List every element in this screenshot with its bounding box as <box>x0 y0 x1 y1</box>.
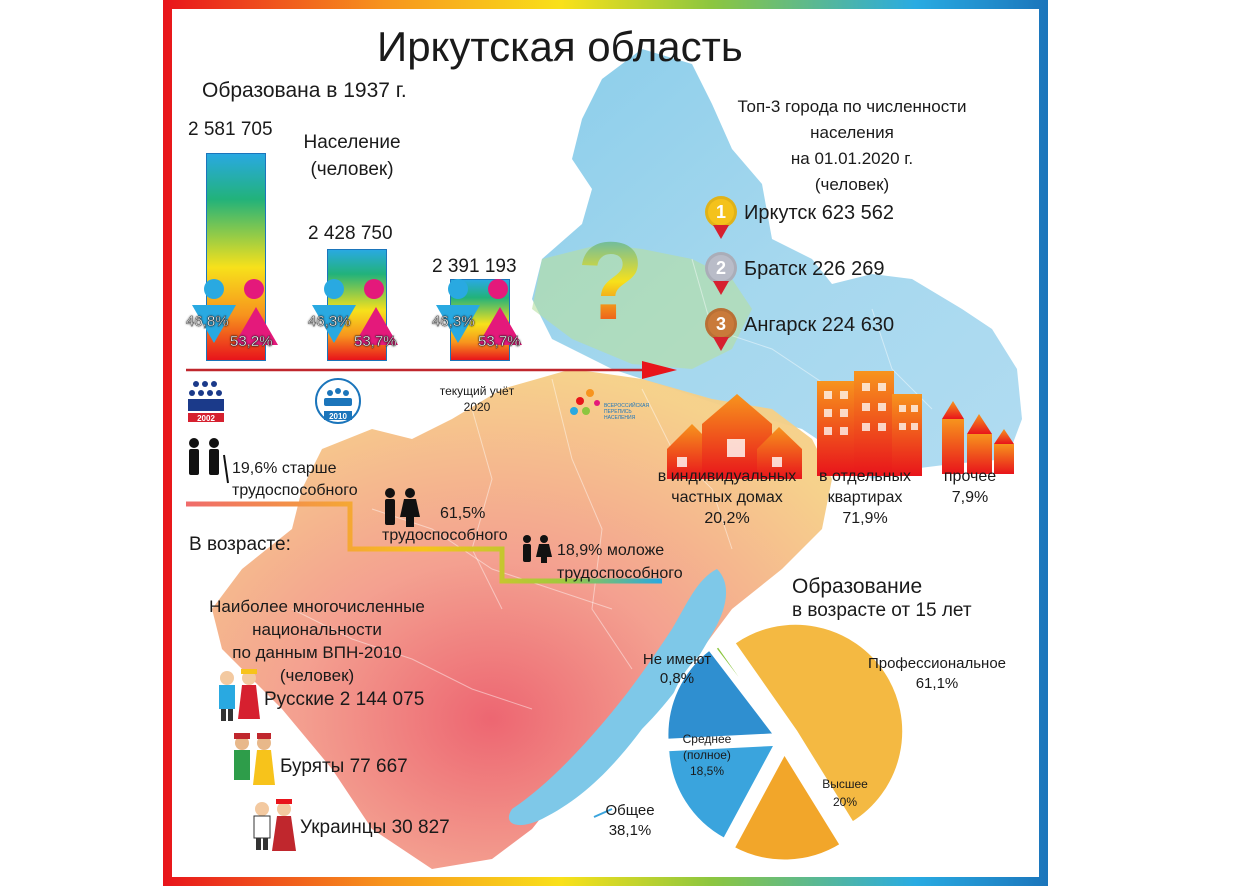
city-irkutsk: Иркутск 623 562 <box>744 202 895 224</box>
medal-ribbon-icon <box>713 337 729 351</box>
pie-slice-higher <box>731 749 844 863</box>
male-triangle-icon <box>312 305 356 343</box>
education-pie-chart <box>665 621 906 863</box>
adults-icon <box>385 488 420 527</box>
top-cities-title: Топ-3 города по численности населения на… <box>737 97 967 194</box>
population-unit: (человек) <box>310 159 394 180</box>
medal-ribbon-icon <box>713 225 729 239</box>
age-older-label: трудоспособного <box>232 482 358 499</box>
map-graphic: ? <box>186 49 1022 869</box>
medal-ribbon-icon <box>713 281 729 295</box>
edu-label-secondary: Среднее (полное) 18,5% <box>682 732 732 778</box>
elderly-people-icon <box>189 438 229 484</box>
age-younger-label: трудоспособного <box>557 565 683 582</box>
female-icon <box>244 279 264 299</box>
house-icon <box>667 394 802 479</box>
pie-slice-general <box>666 742 779 842</box>
male-share-2020: 46,3% <box>432 313 475 330</box>
pie-slice-professional <box>731 621 906 826</box>
female-triangle-icon <box>478 307 522 345</box>
founded-text: Образована в 1937 г. <box>202 79 407 102</box>
female-share-2020: 53,7% <box>478 333 521 350</box>
nationality-ukrainians: Украинцы 30 827 <box>300 817 450 838</box>
age-working-label: трудоспособного <box>382 527 508 544</box>
nationality-buryats: Буряты 77 667 <box>280 756 408 777</box>
nationalities-title: Наиболее многочисленные национальности п… <box>209 597 425 685</box>
female-icon <box>364 279 384 299</box>
infographic: ? <box>172 9 1039 877</box>
city-angarsk: Ангарск 224 630 <box>744 314 895 336</box>
education-title: Образование <box>792 575 923 598</box>
nationality-russians: Русские 2 144 075 <box>264 689 425 710</box>
pie-slice-secondary <box>665 646 778 742</box>
age-heading: В возрасте: <box>189 534 291 555</box>
svg-text:2002: 2002 <box>197 414 215 423</box>
silver-medal-icon: 2 <box>705 252 737 284</box>
edu-label-general: Общее 38,1% <box>605 802 655 839</box>
age-working-share: 61,5% <box>440 505 486 522</box>
population-label: Население <box>303 132 401 153</box>
housing-apartments: в отдельных квартирах 71,9% <box>819 468 911 527</box>
census-2020-label: текущий учёт <box>439 384 515 398</box>
male-icon <box>204 279 224 299</box>
ukrainians-people-icon <box>253 799 296 851</box>
city-bratsk: Братск 226 269 <box>744 258 885 280</box>
male-share-2010: 46,3% <box>308 313 351 330</box>
age-older-share: 19,6% старше <box>232 460 337 477</box>
census-2020-logo-icon <box>570 389 600 415</box>
female-share-2002: 53,2% <box>230 333 273 350</box>
female-icon <box>488 279 508 299</box>
russians-people-icon <box>219 669 260 721</box>
apartment-building-icon <box>817 371 922 476</box>
female-share-2010: 53,7% <box>354 333 397 350</box>
children-icon <box>523 535 552 563</box>
edu-label-professional: Профессиональное 61,1% <box>867 655 1007 692</box>
population-2020-value: 2 391 193 <box>432 256 517 277</box>
education-subtitle: в возрасте от 15 лет <box>792 600 972 621</box>
male-icon <box>448 279 468 299</box>
population-2002-value: 2 581 705 <box>188 119 273 140</box>
pie-slice-none <box>712 643 782 736</box>
census-logo-text: ВСЕРОССИЙСКАЯ ПЕРЕПИСЬ НАСЕЛЕНИЯ <box>604 403 650 421</box>
census-2002-logo: 2002 <box>188 381 224 423</box>
question-mark-icon: ? <box>577 220 644 343</box>
census-2020-year: 2020 <box>463 400 491 414</box>
female-triangle-icon <box>354 307 398 345</box>
edu-label-higher: Высшее 20% <box>822 777 868 809</box>
census-2010-logo: 2010 <box>315 378 361 424</box>
bronze-medal-icon: 3 <box>705 308 737 340</box>
svg-text:2010: 2010 <box>329 412 347 421</box>
gold-medal-icon: 1 <box>705 196 737 228</box>
male-triangle-icon <box>192 305 236 343</box>
edu-label-none: Не имеют 0,8% <box>642 651 712 687</box>
housing-private: в индивидуальных частных домах 20,2% <box>657 468 797 527</box>
population-2010-value: 2 428 750 <box>308 223 393 244</box>
church-icon <box>942 401 1014 474</box>
female-triangle-icon <box>234 307 278 345</box>
male-triangle-icon <box>436 305 480 343</box>
male-icon <box>324 279 344 299</box>
buryats-people-icon <box>234 733 275 785</box>
housing-other: прочее 7,9% <box>943 468 997 506</box>
age-younger-share: 18,9% моложе <box>557 542 665 559</box>
male-share-2002: 46,8% <box>186 313 229 330</box>
page-title: Иркутская область <box>377 23 743 70</box>
